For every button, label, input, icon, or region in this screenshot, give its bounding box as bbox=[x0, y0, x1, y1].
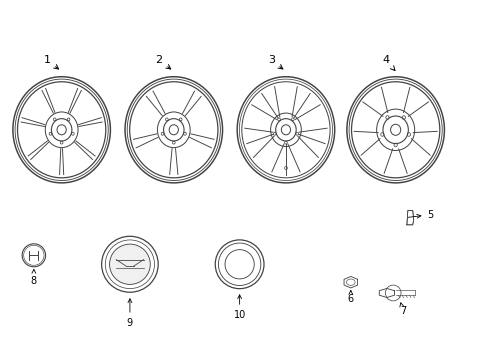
Ellipse shape bbox=[109, 244, 150, 284]
Text: 3: 3 bbox=[267, 55, 282, 69]
Text: 9: 9 bbox=[126, 299, 133, 328]
Text: 6: 6 bbox=[347, 291, 353, 304]
Text: 4: 4 bbox=[382, 55, 394, 71]
Text: 5: 5 bbox=[407, 210, 433, 220]
Text: 10: 10 bbox=[233, 295, 245, 320]
Text: 8: 8 bbox=[31, 269, 37, 286]
Text: 2: 2 bbox=[155, 55, 170, 69]
Text: 1: 1 bbox=[43, 55, 59, 69]
Text: 7: 7 bbox=[399, 303, 405, 316]
